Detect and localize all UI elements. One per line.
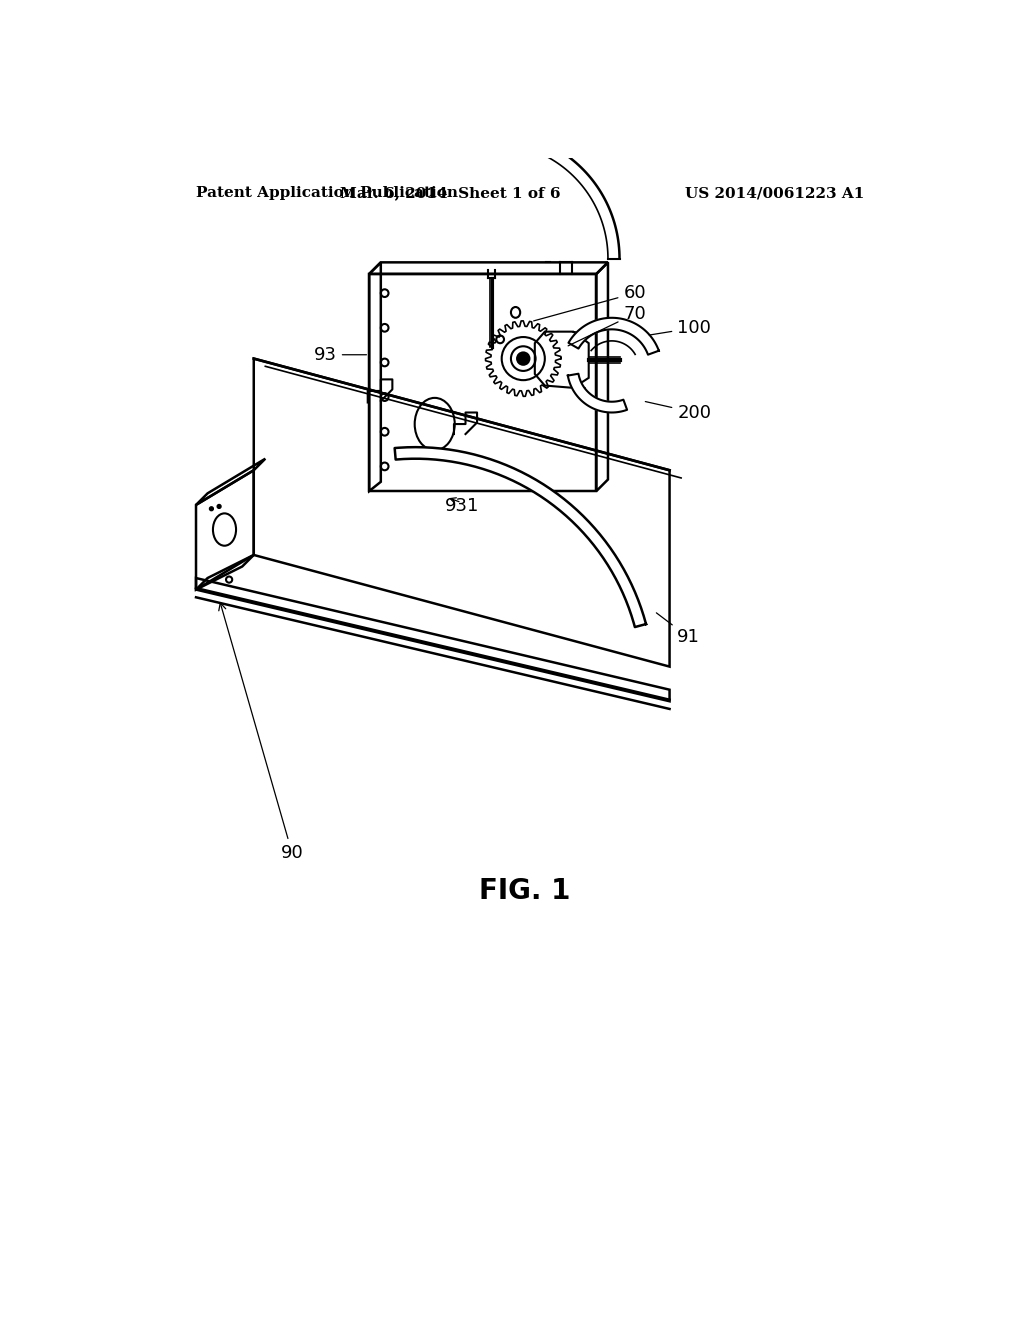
Text: 200: 200: [645, 401, 712, 421]
Text: 931: 931: [444, 498, 479, 515]
Text: 70: 70: [568, 305, 646, 346]
Text: US 2014/0061223 A1: US 2014/0061223 A1: [685, 186, 864, 201]
Text: 90: 90: [219, 603, 303, 862]
Polygon shape: [568, 374, 627, 412]
Circle shape: [217, 504, 221, 508]
Text: FIG. 1: FIG. 1: [479, 878, 570, 906]
Circle shape: [517, 352, 529, 364]
Text: 93: 93: [313, 346, 367, 364]
Polygon shape: [394, 447, 646, 627]
Circle shape: [210, 507, 213, 511]
Text: 100: 100: [649, 319, 711, 337]
Text: Mar. 6, 2014  Sheet 1 of 6: Mar. 6, 2014 Sheet 1 of 6: [340, 186, 560, 201]
Text: 60: 60: [534, 284, 646, 321]
Text: 91: 91: [656, 612, 700, 647]
Text: Patent Application Publication: Patent Application Publication: [196, 186, 458, 201]
Polygon shape: [568, 318, 658, 355]
